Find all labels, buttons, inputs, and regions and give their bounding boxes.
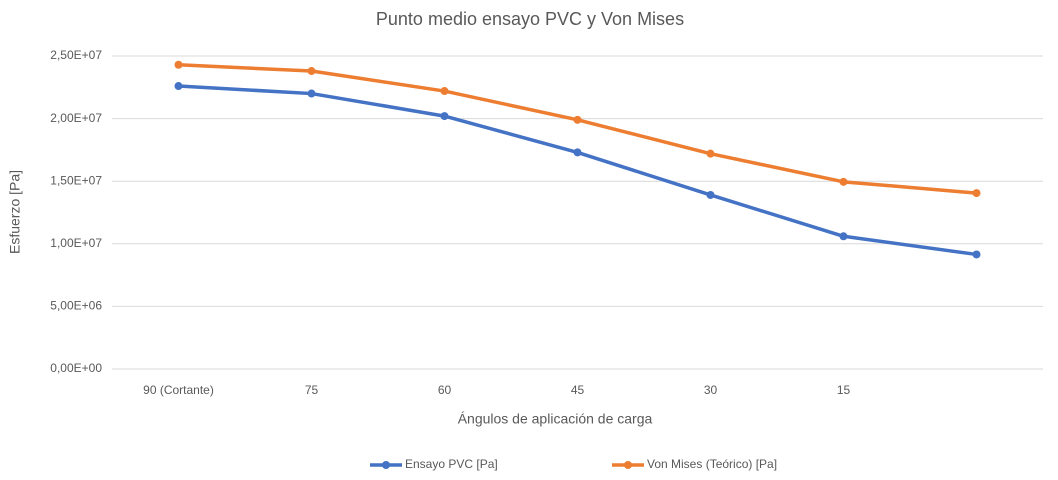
- data-point: [972, 189, 981, 198]
- data-point: [839, 232, 848, 241]
- data-point: [839, 177, 848, 186]
- data-point: [573, 148, 582, 157]
- y-tick-label: 2,00E+07: [50, 111, 102, 125]
- data-point: [307, 67, 316, 76]
- data-point: [573, 115, 582, 124]
- y-tick-label: 2,50E+07: [50, 48, 102, 62]
- x-tick-label: 15: [837, 383, 851, 397]
- series-line: [178, 84, 977, 257]
- x-tick-label: 75: [305, 383, 319, 397]
- legend-label: Ensayo PVC [Pa]: [405, 457, 498, 471]
- series-line: [178, 63, 977, 195]
- y-tick-label: 1,00E+07: [50, 236, 102, 250]
- legend-marker: [624, 461, 632, 469]
- data-point: [706, 149, 715, 158]
- x-tick-label: 30: [704, 383, 718, 397]
- data-point: [174, 82, 183, 91]
- chart-title: Punto medio ensayo PVC y Von Mises: [376, 9, 684, 29]
- y-tick-label: 1,50E+07: [50, 173, 102, 187]
- y-tick-label: 5,00E+06: [50, 299, 102, 313]
- y-axis-title: Esfuerzo [Pa]: [7, 170, 23, 254]
- data-point: [440, 112, 449, 121]
- data-point: [440, 87, 449, 96]
- data-point: [706, 190, 715, 199]
- y-tick-label: 0,00E+00: [50, 361, 102, 375]
- legend-marker: [382, 461, 390, 469]
- legend-label: Von Mises (Teórico) [Pa]: [647, 457, 777, 471]
- data-point: [972, 250, 981, 259]
- x-tick-label: 45: [571, 383, 585, 397]
- x-axis-title: Ángulos de aplicación de carga: [458, 411, 653, 427]
- data-point: [307, 89, 316, 98]
- x-tick-label: 60: [438, 383, 452, 397]
- data-point: [174, 60, 183, 69]
- x-tick-label: 90 (Cortante): [143, 383, 214, 397]
